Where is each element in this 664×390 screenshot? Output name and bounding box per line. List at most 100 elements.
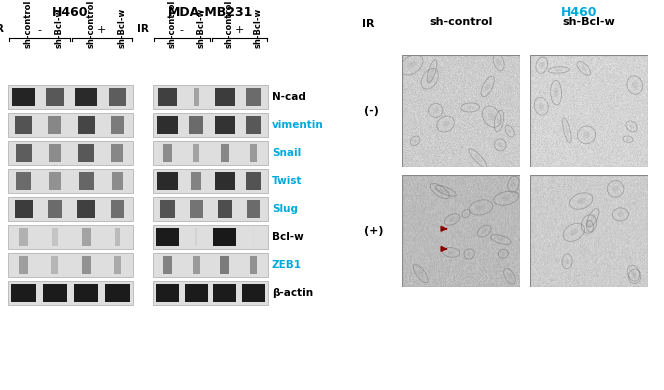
Text: IR: IR xyxy=(362,19,374,29)
Bar xyxy=(112,172,123,190)
Text: IR: IR xyxy=(0,24,4,34)
Ellipse shape xyxy=(539,103,544,110)
Ellipse shape xyxy=(442,189,450,193)
Ellipse shape xyxy=(436,188,444,194)
Ellipse shape xyxy=(442,121,449,127)
Text: MDA-MB231: MDA-MB231 xyxy=(168,5,253,18)
Ellipse shape xyxy=(576,198,586,204)
Text: sh-Bcl-w: sh-Bcl-w xyxy=(196,8,205,48)
Bar xyxy=(115,228,120,246)
Ellipse shape xyxy=(485,82,491,90)
Bar xyxy=(191,172,201,190)
Text: H460: H460 xyxy=(52,5,89,18)
Bar xyxy=(75,88,98,106)
Bar xyxy=(156,284,179,302)
Bar xyxy=(215,116,234,134)
Text: N-cad: N-cad xyxy=(272,92,306,102)
Bar xyxy=(82,228,90,246)
Text: (+): (+) xyxy=(364,226,384,236)
Text: Snail: Snail xyxy=(272,148,301,158)
Bar xyxy=(42,284,67,302)
Bar xyxy=(153,169,268,193)
Ellipse shape xyxy=(466,106,474,109)
Text: sh-control: sh-control xyxy=(167,0,177,48)
Ellipse shape xyxy=(508,129,511,133)
Bar xyxy=(250,144,257,162)
Text: Slug: Slug xyxy=(272,204,298,214)
Text: vimentin: vimentin xyxy=(272,120,324,130)
Bar xyxy=(77,200,95,218)
Ellipse shape xyxy=(588,224,591,229)
Text: -: - xyxy=(37,25,41,35)
Bar xyxy=(82,256,90,274)
Ellipse shape xyxy=(507,273,512,279)
Bar xyxy=(250,256,257,274)
Ellipse shape xyxy=(474,154,481,162)
Ellipse shape xyxy=(539,62,544,69)
Bar xyxy=(8,169,133,193)
Bar xyxy=(78,172,94,190)
Bar xyxy=(247,200,260,218)
Bar xyxy=(153,85,268,109)
Bar xyxy=(185,284,208,302)
Ellipse shape xyxy=(632,273,637,279)
Bar xyxy=(215,88,234,106)
Ellipse shape xyxy=(618,212,623,217)
Ellipse shape xyxy=(430,67,434,76)
Text: Twist: Twist xyxy=(272,176,303,186)
Bar xyxy=(109,88,126,106)
Ellipse shape xyxy=(583,131,590,138)
Ellipse shape xyxy=(488,112,495,121)
Bar xyxy=(153,141,268,165)
Bar xyxy=(19,256,28,274)
Bar xyxy=(15,144,32,162)
Bar xyxy=(153,281,268,305)
Bar xyxy=(153,197,268,221)
Text: +: + xyxy=(97,25,106,35)
Text: sh-control: sh-control xyxy=(86,0,95,48)
Bar xyxy=(78,144,94,162)
Text: sh-Bcl-w: sh-Bcl-w xyxy=(118,8,126,48)
Ellipse shape xyxy=(631,82,638,89)
Ellipse shape xyxy=(465,212,468,215)
Text: sh-control: sh-control xyxy=(225,0,234,48)
Text: H460: H460 xyxy=(561,5,597,18)
Bar xyxy=(49,172,60,190)
Ellipse shape xyxy=(590,214,596,222)
Bar xyxy=(15,200,33,218)
Ellipse shape xyxy=(467,252,471,256)
Text: sh-control: sh-control xyxy=(24,0,33,48)
Bar xyxy=(8,197,133,221)
Text: sh-Bcl-w: sh-Bcl-w xyxy=(254,8,263,48)
Bar xyxy=(153,225,268,249)
Bar xyxy=(218,200,232,218)
Ellipse shape xyxy=(565,259,569,264)
Bar xyxy=(16,172,31,190)
Text: +: + xyxy=(234,25,244,35)
Bar xyxy=(193,88,199,106)
Ellipse shape xyxy=(426,75,433,83)
Bar xyxy=(114,256,121,274)
Ellipse shape xyxy=(497,117,501,125)
Ellipse shape xyxy=(449,217,455,222)
Bar xyxy=(213,228,236,246)
Bar xyxy=(246,88,261,106)
Bar xyxy=(78,116,95,134)
Ellipse shape xyxy=(413,139,417,143)
Ellipse shape xyxy=(626,138,630,140)
Bar xyxy=(8,85,133,109)
Bar xyxy=(189,116,203,134)
Text: β-actin: β-actin xyxy=(272,288,313,298)
Bar xyxy=(48,116,62,134)
Ellipse shape xyxy=(448,250,455,254)
Ellipse shape xyxy=(565,126,568,135)
Bar xyxy=(112,144,124,162)
Ellipse shape xyxy=(612,186,619,192)
Bar xyxy=(220,256,230,274)
Bar xyxy=(195,228,197,246)
Text: sh-Bcl-w: sh-Bcl-w xyxy=(55,8,64,48)
Bar xyxy=(48,200,62,218)
Ellipse shape xyxy=(476,204,486,211)
Ellipse shape xyxy=(511,181,516,188)
Text: ZEB1: ZEB1 xyxy=(272,260,302,270)
